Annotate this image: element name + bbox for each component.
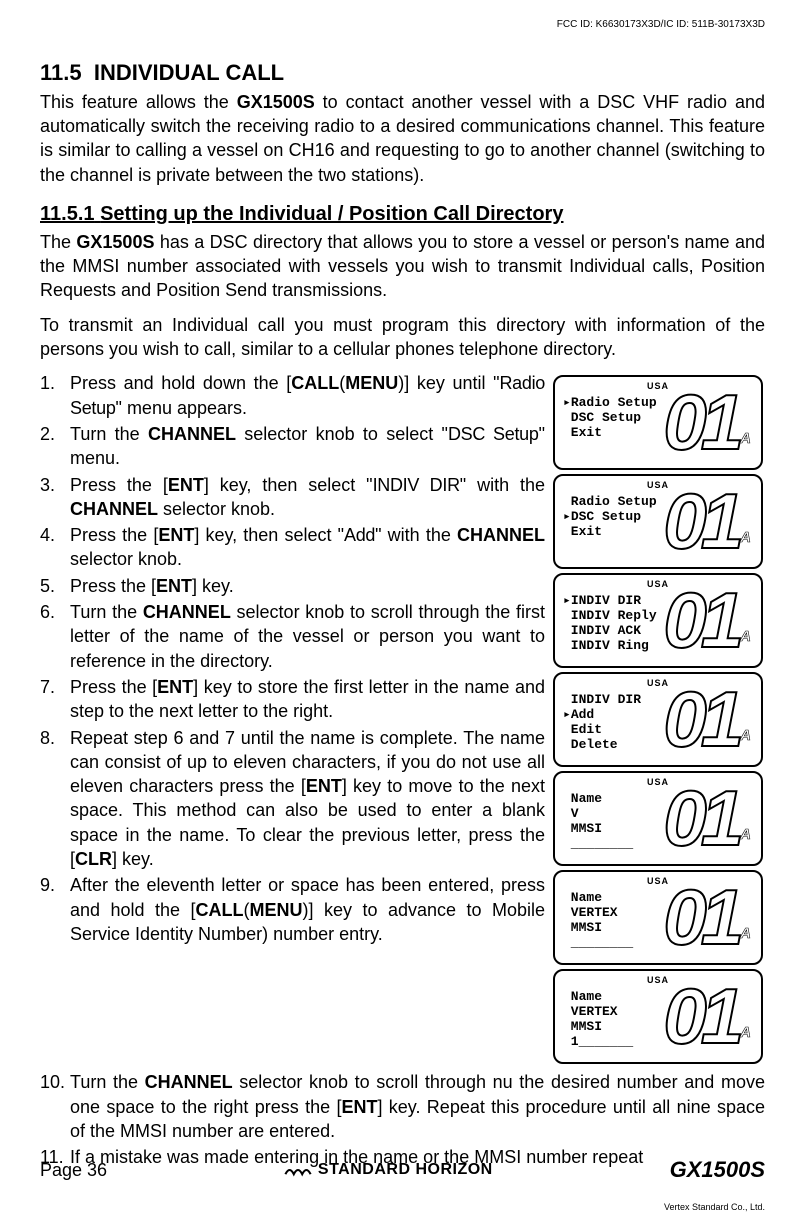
lcd-screen-2: USA Radio Setup ▸DSC Setup Exit 01A [553,474,763,569]
step-1: 1. Press and hold down the [CALL(MENU)] … [40,371,545,420]
lcd-menu-text: INDIV DIR ▸Add Edit Delete [563,692,641,752]
section-title: INDIVIDUAL CALL [94,60,284,85]
page-footer: Page 36 STANDARD HORIZON GX1500S [40,1155,765,1185]
lcd-channel-digits: 01A [663,983,751,1049]
lcd-menu-text: Name VERTEX MMSI ________ [563,890,633,950]
subsection-para2: To transmit an Individual call you must … [40,313,765,362]
section-intro: This feature allows the GX1500S to conta… [40,90,765,187]
lcd-screen-1: USA ▸Radio Setup DSC Setup Exit 01A [553,375,763,470]
model-ref: GX1500S [237,92,315,112]
lcd-channel-digits: 01A [663,686,751,752]
lcd-screen-5: USA Name V MMSI ________ 01A [553,771,763,866]
subsection-heading: 11.5.1 Setting up the Individual / Posit… [40,201,765,228]
lcd-menu-text: ▸Radio Setup DSC Setup Exit [563,395,657,440]
lcd-channel-digits: 01A [663,488,751,554]
step-2: 2. Turn the CHANNEL selector knob to sel… [40,422,545,471]
lcd-screen-6: USA Name VERTEX MMSI ________ 01A [553,870,763,965]
brand-logo: STANDARD HORIZON [284,1159,493,1181]
page-number: Page 36 [40,1158,107,1182]
lcd-screen-4: USA INDIV DIR ▸Add Edit Delete 01A [553,672,763,767]
lcd-menu-text: Radio Setup ▸DSC Setup Exit [563,494,657,539]
lcd-menu-text: Name VERTEX MMSI 1_______ [563,989,633,1049]
subsection-para1: The GX1500S has a DSC directory that all… [40,230,765,303]
section-heading: 11.5 INDIVIDUAL CALL [40,58,765,88]
section-number: 11.5 [40,60,82,85]
step-10: 10. Turn the CHANNEL selector knob to sc… [40,1070,765,1143]
steps-column: 1. Press and hold down the [CALL(MENU)] … [40,371,553,948]
lcd-column: USA ▸Radio Setup DSC Setup Exit 01A USA … [553,371,765,1068]
lcd-channel-digits: 01A [663,785,751,851]
lcd-channel-digits: 01A [663,587,751,653]
brand-text: STANDARD HORIZON [318,1159,493,1181]
footer-model: GX1500S [670,1155,765,1185]
step-6: 6. Turn the CHANNEL selector knob to scr… [40,600,545,673]
model-ref2: GX1500S [76,232,154,252]
company-name: Vertex Standard Co., Ltd. [664,1201,765,1213]
steps-and-lcd-row: 1. Press and hold down the [CALL(MENU)] … [40,371,765,1068]
lcd-screen-7: USA Name VERTEX MMSI 1_______ 01A [553,969,763,1064]
steps-list: 1. Press and hold down the [CALL(MENU)] … [40,371,545,946]
wave-icon [284,1161,312,1179]
lcd-screen-3: USA ▸INDIV DIR INDIV Reply INDIV ACK IND… [553,573,763,668]
subsection-title: Setting up the Individual / Position Cal… [100,203,563,225]
lcd-channel-digits: 01A [663,389,751,455]
step-4: 4. Press the [ENT] key, then select "Add… [40,523,545,572]
lcd-channel-digits: 01A [663,884,751,950]
lcd-menu-text: ▸INDIV DIR INDIV Reply INDIV ACK INDIV R… [563,593,657,653]
step-9: 9. After the eleventh letter or space ha… [40,873,545,946]
lcd-menu-text: Name V MMSI ________ [563,791,633,851]
step-7: 7. Press the [ENT] key to store the firs… [40,675,545,724]
step-3: 3. Press the [ENT] key, then select "IND… [40,473,545,522]
step-5: 5. Press the [ENT] key. [40,574,545,598]
subsection-number: 11.5.1 [40,203,95,225]
fcc-id-line: FCC ID: K6630173X3D/IC ID: 511B-30173X3D [557,18,765,32]
step-8: 8. Repeat step 6 and 7 until the name is… [40,726,545,872]
